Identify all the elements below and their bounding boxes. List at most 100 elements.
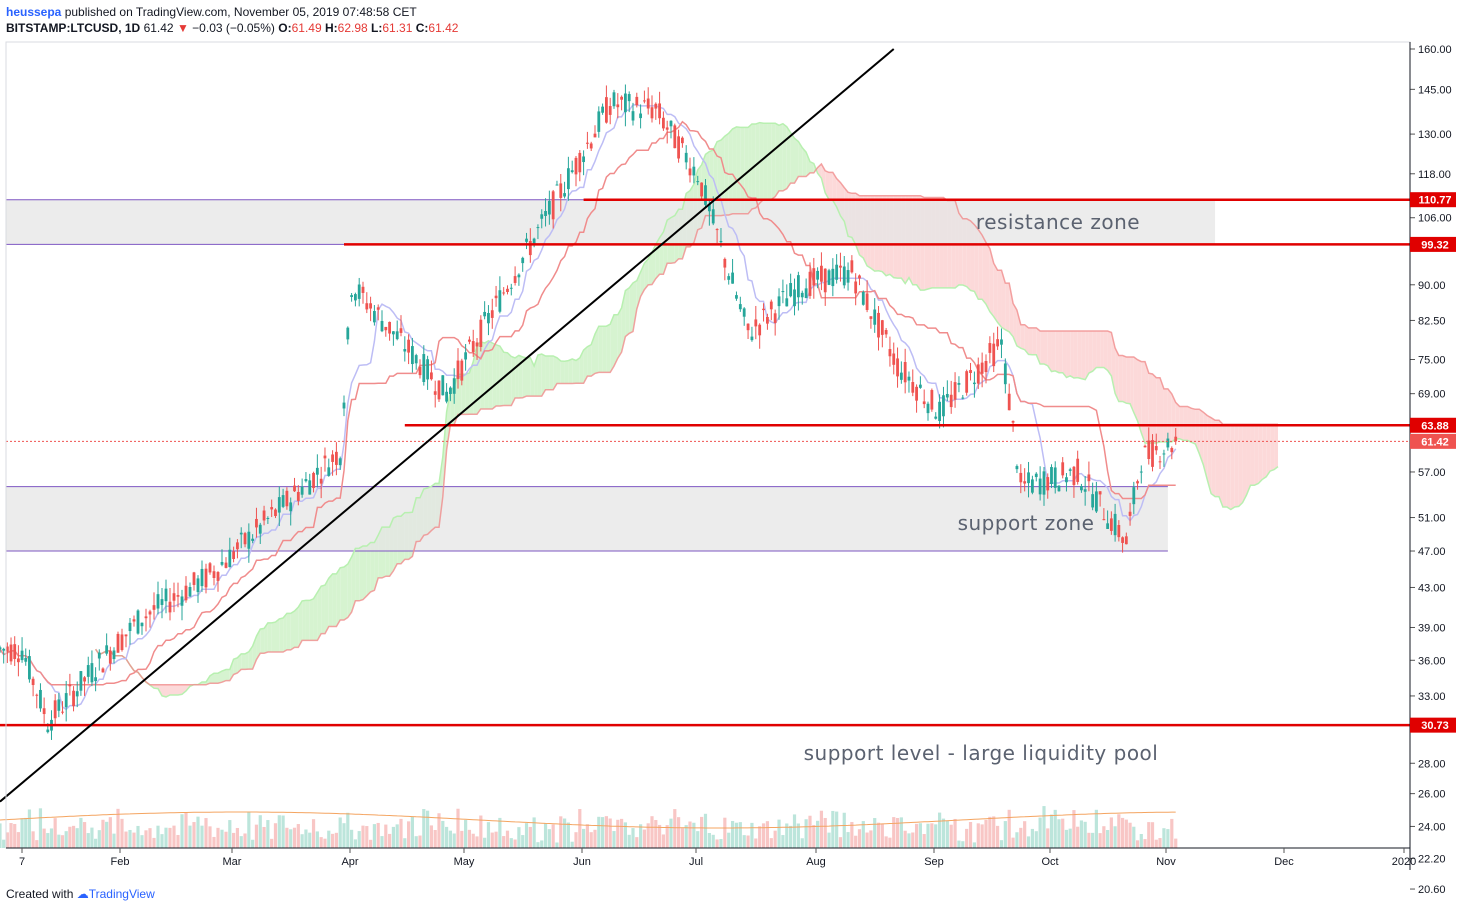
volume-bar (296, 824, 300, 848)
volume-bar (475, 836, 479, 848)
candle-body (483, 311, 487, 317)
candle-body (1128, 511, 1132, 516)
symbol-label[interactable]: BITSTAMP:LTCUSD, 1D (6, 21, 141, 35)
candle-body (540, 214, 544, 219)
volume-bar (243, 833, 247, 848)
volume-bar (789, 825, 793, 848)
y-tick-label: 36.00 (1418, 655, 1446, 667)
candle-body (188, 587, 192, 597)
cloud-segment (755, 122, 760, 208)
volume-bar (1038, 817, 1042, 848)
ascending-trendline[interactable] (0, 48, 895, 803)
cloud-segment (1070, 330, 1074, 378)
volume-bar (938, 812, 942, 848)
candle-body (136, 610, 140, 634)
candle-body (627, 94, 631, 102)
tradingview-brand[interactable]: TradingView (88, 887, 155, 901)
cloud-segment (271, 622, 276, 652)
volume-bar (642, 829, 646, 848)
volume-bar (570, 841, 574, 848)
candle-body (479, 319, 483, 347)
candle-body (361, 286, 365, 293)
candle-body (192, 572, 196, 585)
volume-bar (796, 823, 800, 848)
span-a-line (94, 121, 1279, 698)
x-tick-label: Dec (1274, 856, 1294, 868)
candle-body (850, 260, 854, 273)
footer: Created with ☁TradingView (6, 886, 155, 902)
candle-body (266, 518, 270, 520)
volume-bar (1064, 829, 1069, 848)
candle-body (665, 127, 669, 130)
y-tick-label: 33.00 (1418, 691, 1446, 703)
volume-bar (338, 817, 342, 848)
volume-bar (914, 823, 919, 848)
cloud-segment (1001, 270, 1006, 330)
candle-body (570, 170, 574, 173)
volume-bar (792, 814, 797, 848)
candle-body (563, 193, 566, 197)
candle-body (654, 103, 658, 109)
candle-body (1166, 438, 1170, 448)
cloud-segment (1238, 424, 1243, 507)
cloud-segment (549, 355, 554, 390)
cloud-segment (450, 386, 455, 425)
y-tick-label: 20.60 (1418, 884, 1446, 896)
cloud-segment (648, 252, 652, 285)
volume-bar (1139, 834, 1143, 848)
volume-bar (86, 833, 90, 848)
candle-body (938, 401, 941, 421)
author-link[interactable]: heussepa (6, 5, 62, 19)
candle-body (327, 467, 331, 476)
candle-body (957, 382, 961, 385)
cloud-segment (1092, 330, 1097, 372)
candle-body (842, 266, 846, 286)
volume-bar (136, 825, 140, 848)
down-arrow-icon: ▼ (176, 21, 189, 35)
candle-body (650, 107, 654, 119)
volume-bar (601, 817, 605, 848)
volume-bar (414, 836, 418, 848)
candle-body (42, 708, 46, 715)
tradingview-logo-icon[interactable]: ☁ (76, 887, 89, 901)
candle-body (846, 270, 850, 283)
volume-bar (365, 826, 369, 848)
volume-bar (765, 821, 770, 848)
cloud-segment (713, 141, 718, 216)
volume-bar (116, 808, 120, 848)
x-tick-label: Apr (341, 856, 358, 868)
candle-body (884, 330, 888, 335)
cloud-segment (617, 307, 622, 359)
cloud-segment (806, 152, 810, 177)
volume-bar (53, 818, 57, 848)
cloud-segment (553, 355, 557, 390)
candle-body (392, 331, 395, 335)
candle-body (422, 354, 426, 383)
cloud-segment (576, 357, 580, 384)
volume-bar (1057, 819, 1061, 848)
cloud-segment (496, 344, 500, 407)
volume-bar (212, 836, 216, 848)
candle-body (323, 455, 327, 459)
cloud-segment (370, 542, 375, 592)
cloud-segment (1051, 330, 1056, 372)
volume-bar (1061, 818, 1065, 848)
volume-bar (623, 822, 627, 848)
volume-bar (160, 834, 164, 848)
cloud-segment (1107, 330, 1112, 376)
volume-bar (961, 841, 965, 848)
open-value: 61.49 (291, 21, 322, 35)
candle-body (498, 290, 502, 312)
volume-bar (650, 816, 654, 848)
volume-bar (82, 822, 87, 848)
volume-bar (800, 838, 804, 848)
candle-body (331, 454, 334, 462)
price-label-box (1410, 433, 1456, 449)
volume-bar (505, 830, 510, 848)
cloud-segment (1242, 424, 1247, 503)
candle-body (494, 295, 498, 299)
cloud-segment (1115, 348, 1119, 402)
cloud-segment (1047, 330, 1052, 372)
volume-bar (1109, 817, 1113, 848)
